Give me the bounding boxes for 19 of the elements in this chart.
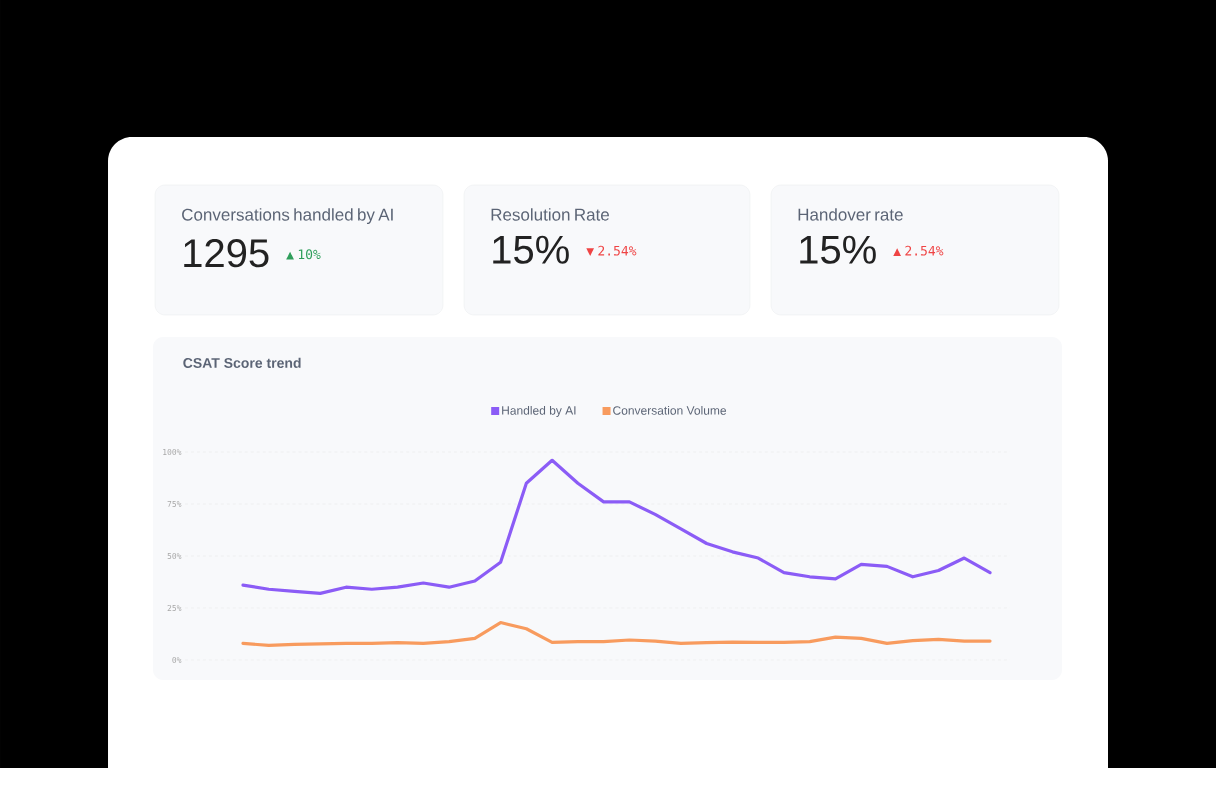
text: 1295 xyxy=(184,239,269,268)
text: 15% xyxy=(493,235,569,264)
line-series xyxy=(241,458,992,596)
y-tick-label: 0% xyxy=(172,656,182,664)
text: Resolution Rate xyxy=(491,208,609,221)
y-tick-label: 50% xyxy=(167,552,182,560)
text: Handover rate xyxy=(798,208,903,221)
text: ▼ 2.54% xyxy=(586,245,637,256)
chart-title: CSAT Score trend xyxy=(183,357,301,368)
text: ▲ 10% xyxy=(286,249,321,260)
legend-label: Handled by AI xyxy=(502,405,576,418)
y-tick-label: 100% xyxy=(163,448,182,456)
text: Conversations handled by AI xyxy=(182,208,393,225)
y-tick-label: 25% xyxy=(167,604,182,612)
line-series xyxy=(241,620,992,648)
y-tick-label: 75% xyxy=(167,501,182,507)
text: ▲ 2.54% xyxy=(893,245,944,256)
text: 15% xyxy=(800,235,876,264)
legend-label: Conversation Volume xyxy=(613,405,727,415)
